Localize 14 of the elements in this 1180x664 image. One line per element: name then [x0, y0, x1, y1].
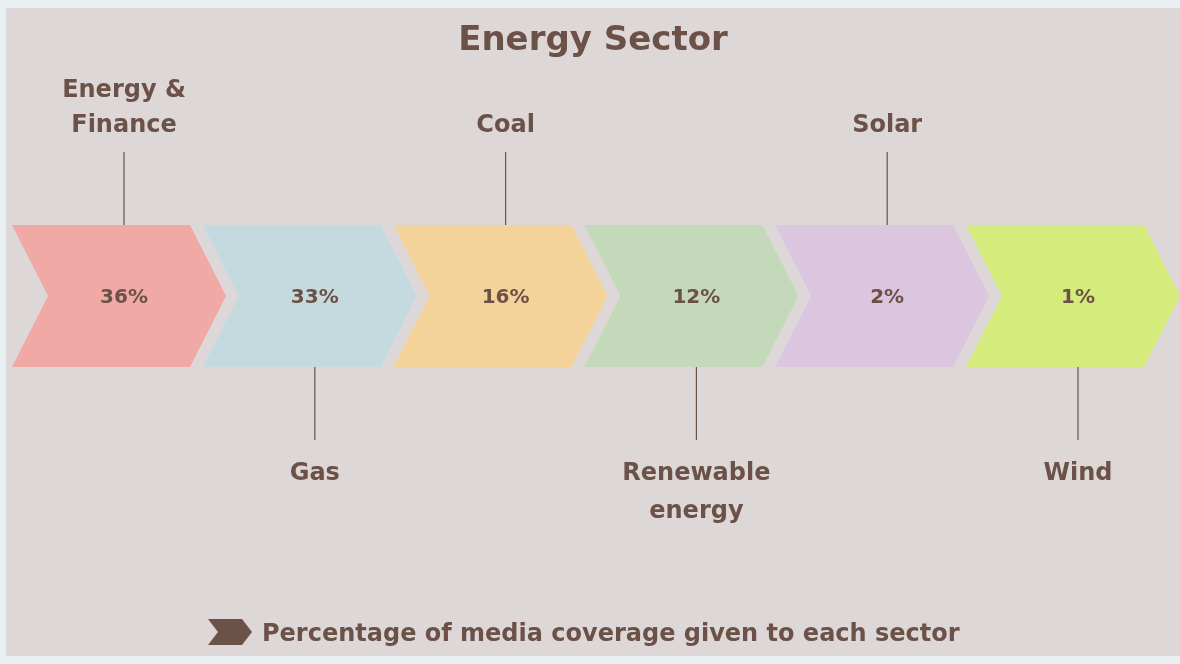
- data-label: 1%: [1061, 284, 1095, 308]
- category-label: Coal: [476, 110, 535, 138]
- category-label: Wind: [1043, 458, 1113, 486]
- data-label: 12%: [672, 284, 721, 308]
- category-label: Energy & Finance: [62, 75, 186, 138]
- data-label: 33%: [290, 284, 339, 308]
- category-label: Gas: [289, 458, 340, 486]
- text: Percentage of media coverage given to each sector: [262, 619, 960, 647]
- category-label: Solar: [852, 110, 923, 138]
- category-label: Renewable energy: [622, 458, 771, 524]
- data-label: 36%: [100, 284, 148, 308]
- text: Energy Sector: [458, 18, 729, 58]
- data-label: 2%: [870, 284, 905, 308]
- data-label: 16%: [481, 284, 530, 308]
